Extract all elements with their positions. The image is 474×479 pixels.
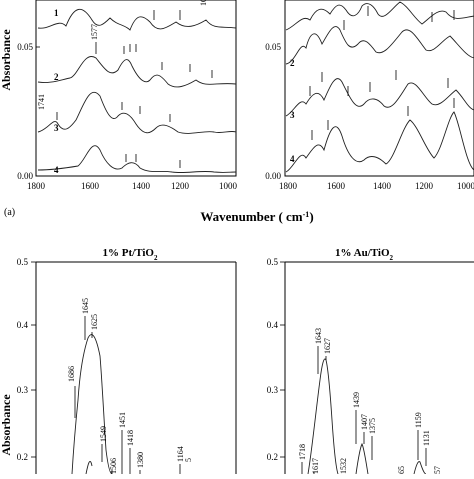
br-peak-label-1617: 1617: [311, 458, 320, 474]
tr-xtick-1000: 1000: [457, 181, 474, 191]
tr-series-3-label: 3: [290, 110, 295, 120]
bl-peak-label-1451: 1451: [118, 412, 127, 428]
bl-ytick-05: 0.5: [17, 257, 29, 267]
tl-series-1-label: 1: [54, 8, 59, 18]
tl-peak-label-1741: 1741: [37, 94, 46, 110]
br-peak-label-1627: 1627: [323, 338, 332, 354]
bl-spectrum-shoulder: [85, 461, 93, 475]
tl-ytick-000: 0.00: [17, 171, 33, 181]
br-ytick-04: 0.4: [267, 320, 279, 330]
tl-spectrum-2: [37, 56, 237, 88]
tr-xtick-1600: 1600: [327, 181, 346, 191]
tl-spectrum-3: [37, 91, 237, 134]
br-peak-label-1407: 1407: [360, 414, 369, 430]
br-peak-label-57: 57: [433, 466, 442, 474]
bl-ytick-02: 0.2: [17, 452, 28, 462]
tl-peak-markers: [121, 10, 213, 168]
tl-series-3-label: 3: [54, 123, 59, 133]
br-spectrum: [307, 358, 339, 475]
br-ytick-02: 0.2: [267, 452, 278, 462]
br-peak-label-1159: 1159: [414, 412, 423, 428]
tr-ytick-005: 0.05: [265, 42, 281, 52]
br-peak-label-65: 65: [397, 466, 406, 474]
br-spectrum-3: [413, 461, 427, 475]
tr-spectrum-top: [285, 1, 474, 31]
tl-series-2-label: 2: [54, 72, 59, 82]
panel-bottom-left: 1% Pt/TiO2 0.5 0.4 0.3 0.2 Absorbance 16…: [0, 247, 237, 475]
tl-xtick-1400: 1400: [132, 181, 151, 191]
bl-ytick-04: 0.4: [17, 320, 29, 330]
tr-peak-markers: [309, 6, 455, 140]
panel-bottom-right: 1% Au/TiO2 0.5 0.4 0.3 0.2 1718 1643 162…: [267, 247, 474, 475]
br-panel-title: 1% Au/TiO2: [335, 247, 394, 262]
tl-xtick-1200: 1200: [171, 181, 190, 191]
bl-peak-label-1625: 1625: [90, 314, 99, 330]
br-ytick-03: 0.3: [267, 385, 279, 395]
tl-xtick-1800: 1800: [27, 181, 46, 191]
tl-xtick-1000: 1000: [219, 181, 238, 191]
br-peak-label-1718: 1718: [298, 444, 307, 460]
tr-series-2-label: 2: [290, 58, 295, 68]
top-y-axis-label: Absorbance: [0, 29, 13, 91]
wavenumber-axis-label: Wavenumber ( cm-1): [200, 209, 313, 224]
br-peak-label-1532: 1532: [339, 458, 348, 474]
bl-peak-label-1506: 1506: [109, 458, 118, 474]
bl-peak-label-1686: 1686: [67, 366, 76, 382]
tl-series-4-label: 4: [54, 165, 59, 175]
tr-spectrum-3: [285, 78, 474, 117]
panel-a-label: (a): [4, 207, 15, 218]
br-peak-label-1375: 1375: [368, 418, 377, 434]
panel-top-right-frame: [284, 0, 474, 177]
br-spectrum-2: [355, 442, 369, 475]
tr-xtick-1200: 1200: [415, 181, 434, 191]
tr-ytick-000: 0.00: [265, 171, 281, 181]
bl-peak-label-1418: 1418: [126, 430, 135, 446]
panel-top-left: Absorbance 0.05 0.00 1800 1600 1400 1200…: [0, 0, 238, 191]
bl-panel-title: 1% Pt/TiO2: [103, 247, 158, 262]
panel-top-right: 0.05 0.00 1800 1600 1400 1200 1000 2: [265, 0, 474, 191]
bl-spectrum: [71, 334, 113, 475]
tr-xtick-1800: 1800: [279, 181, 298, 191]
bottom-y-axis-label: Absorbance: [0, 394, 13, 456]
tl-peak-label-1577: 1577: [90, 24, 99, 40]
br-peak-label-1643: 1643: [314, 328, 323, 344]
tr-series-4-label: 4: [290, 154, 295, 164]
tr-xtick-1400: 1400: [373, 181, 392, 191]
tl-ytick-005: 0.05: [17, 42, 33, 52]
tr-spectrum-2: [285, 26, 474, 65]
tl-spectrum-1: [37, 9, 237, 31]
tl-spectrum-4: [37, 145, 237, 174]
br-peak-label-1131: 1131: [422, 430, 431, 446]
bl-peak-label-5: 5: [184, 458, 193, 462]
bl-peak-label-1645: 1645: [81, 298, 90, 314]
bl-peak-label-1164: 1164: [176, 446, 185, 462]
bl-peak-label-1549: 1549: [99, 426, 108, 442]
br-peak-label-1439: 1439: [352, 392, 361, 408]
tl-xtick-1600: 1600: [81, 181, 100, 191]
tl-peak-label-10: 10: [199, 0, 208, 6]
panel-top-left-frame: [35, 0, 237, 177]
bl-peak-label-1380: 1380: [136, 452, 145, 468]
tr-spectrum-4: [285, 111, 474, 173]
br-ytick-05: 0.5: [267, 257, 279, 267]
bl-ytick-03: 0.3: [17, 385, 29, 395]
